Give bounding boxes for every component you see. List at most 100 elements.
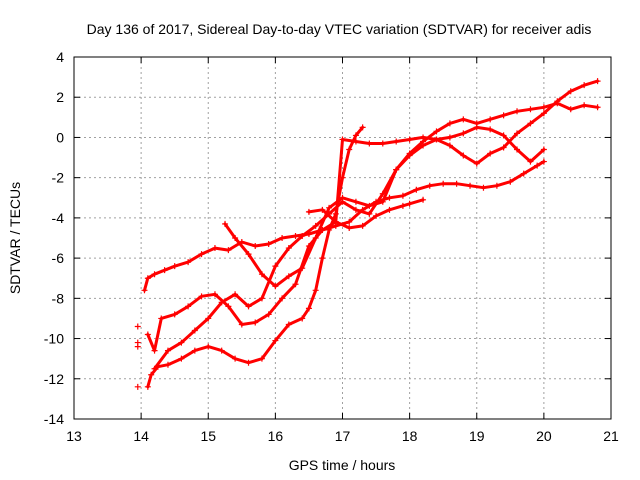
data-point	[285, 321, 292, 328]
data-point	[493, 182, 500, 189]
data-point	[346, 224, 353, 231]
data-point	[232, 291, 239, 298]
data-point	[467, 182, 474, 189]
data-point	[252, 319, 259, 326]
data-point	[594, 78, 601, 85]
data-point	[460, 152, 467, 159]
x-tick-label: 20	[536, 428, 552, 444]
data-point	[527, 158, 534, 165]
y-tick-label: -12	[44, 371, 64, 387]
data-point	[245, 251, 252, 258]
data-point	[480, 184, 487, 191]
data-point	[319, 255, 326, 262]
data-point	[232, 235, 239, 241]
data-point	[148, 371, 155, 378]
data-point	[305, 305, 312, 312]
data-point	[265, 241, 272, 248]
data-point	[211, 291, 218, 298]
data-point	[433, 128, 440, 135]
data-point	[141, 287, 148, 294]
data-point	[352, 198, 359, 205]
data-point	[352, 138, 359, 145]
data-point	[352, 132, 359, 139]
data-point	[346, 218, 353, 225]
data-point	[198, 293, 205, 300]
data-point	[540, 158, 547, 165]
data-point	[406, 136, 413, 143]
data-point	[161, 267, 168, 274]
data-point	[312, 287, 319, 294]
data-point	[171, 311, 178, 318]
y-tick-label: -10	[44, 331, 64, 347]
data-point	[581, 102, 588, 109]
data-point	[487, 116, 494, 123]
data-point	[366, 210, 373, 217]
data-point	[205, 343, 212, 350]
data-point	[151, 347, 158, 354]
data-point	[500, 132, 507, 139]
data-point	[352, 206, 359, 213]
data-point	[326, 204, 333, 211]
data-point	[198, 251, 205, 258]
data-point	[473, 160, 480, 167]
y-tick-label: -4	[52, 210, 65, 226]
data-point	[151, 271, 158, 278]
data-point	[594, 104, 601, 111]
data-point	[292, 232, 299, 239]
data-point	[359, 124, 366, 131]
data-point	[433, 136, 440, 143]
data-point	[144, 275, 151, 282]
data-point	[178, 355, 185, 362]
data-point	[299, 265, 306, 272]
data-point	[379, 140, 386, 147]
data-point	[540, 104, 547, 111]
data-point	[460, 116, 467, 123]
data-point	[238, 321, 245, 328]
data-point	[222, 220, 229, 227]
data-point	[305, 208, 312, 215]
x-tick-label: 14	[133, 428, 149, 444]
data-point	[144, 383, 151, 390]
data-point	[440, 180, 447, 187]
data-point	[393, 138, 400, 145]
data-point	[346, 146, 353, 153]
data-point	[191, 347, 198, 354]
data-point	[185, 303, 192, 310]
isolated-point	[134, 383, 141, 390]
data-point	[540, 146, 547, 153]
data-point	[151, 365, 158, 372]
data-point	[299, 232, 306, 239]
data-point	[265, 311, 272, 318]
data-point	[446, 134, 453, 141]
x-tick-label: 16	[268, 428, 284, 444]
isolated-point	[134, 323, 141, 330]
data-point	[420, 196, 427, 203]
data-point	[185, 259, 192, 266]
data-point	[514, 130, 521, 137]
data-point	[299, 315, 306, 322]
chart-title: Day 136 of 2017, Sidereal Day-to-day VTE…	[87, 21, 592, 37]
data-point	[507, 178, 514, 185]
data-point	[366, 202, 373, 209]
data-point	[144, 331, 151, 338]
data-point	[272, 283, 279, 290]
data-point	[279, 295, 286, 302]
data-point	[527, 120, 534, 127]
data-point	[514, 108, 521, 115]
x-tick-label: 21	[603, 428, 619, 444]
data-point	[453, 180, 460, 187]
data-point	[258, 271, 265, 278]
data-point	[272, 263, 279, 270]
data-point	[373, 212, 380, 219]
data-point	[326, 226, 333, 233]
data-point	[178, 339, 185, 346]
y-tick-label: 4	[56, 49, 64, 65]
data-point	[211, 245, 218, 252]
data-point	[245, 359, 252, 366]
data-point	[232, 355, 239, 362]
data-point	[406, 200, 413, 207]
data-point	[158, 315, 165, 322]
data-point	[386, 206, 393, 213]
data-points	[134, 78, 601, 390]
y-tick-label: -6	[52, 250, 65, 266]
